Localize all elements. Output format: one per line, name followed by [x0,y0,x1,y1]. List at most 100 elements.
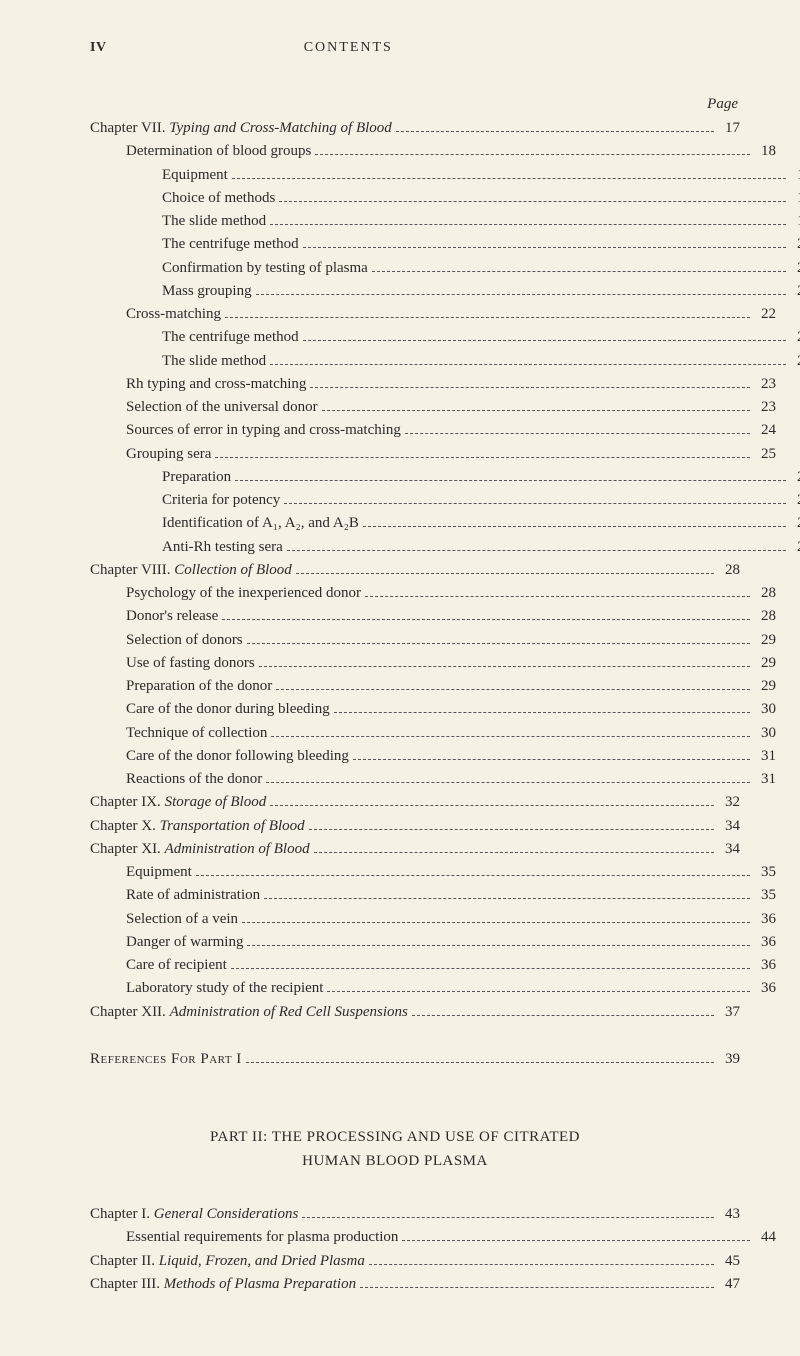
toc-row: Donor's release28 [90,605,776,628]
toc-chapter-prefix: Chapter XII. [90,1004,170,1020]
toc-row: The slide method18 [90,210,800,233]
toc-label: Care of the donor during bleeding [126,698,330,721]
toc-page-number: 22 [790,350,800,373]
toc-row: Chapter III. Methods of Plasma Preparati… [90,1273,740,1296]
toc-row: Selection of the universal donor23 [90,396,776,419]
toc-leader [412,1004,714,1016]
toc-leader [405,423,750,435]
toc-row: Identification of A₁, A₂, and A₂B27 [90,512,800,535]
toc-leader [235,469,786,481]
toc-row: Criteria for potency 26 [90,489,800,512]
toc-row: Equipment 18 [90,164,800,187]
toc-label: Choice of methods [162,187,275,210]
toc-page-number: 34 [718,838,740,861]
toc-leader [369,1253,714,1265]
toc-page-number: 25 [754,443,776,466]
toc-row: Mass grouping21 [90,280,800,303]
toc-chapter-prefix: Chapter VII. [90,120,169,136]
toc-leader [256,283,786,295]
toc-label: Equipment [162,164,228,187]
toc-page-number: 36 [754,908,776,931]
toc-row: Chapter I. General Considerations43 [90,1203,740,1226]
toc-page-number: 22 [754,303,776,326]
toc-label: Chapter X. Transportation of Blood [90,815,305,838]
toc-row: Psychology of the inexperienced donor28 [90,582,776,605]
toc-page-number: 37 [718,1001,740,1024]
toc-page-number: 26 [790,489,800,512]
toc-label: Chapter II. Liquid, Frozen, and Dried Pl… [90,1250,365,1273]
toc-row: Grouping sera 25 [90,443,776,466]
toc-chapter-prefix: Chapter XI. [90,841,165,857]
toc-page-number: 28 [754,605,776,628]
toc-label: Selection of a vein [126,908,238,931]
toc-label: Chapter XII. Administration of Red Cell … [90,1001,408,1024]
toc-leader [242,911,750,923]
toc-row: Reactions of the donor31 [90,768,776,791]
toc-page-number: 36 [754,977,776,1000]
toc-page-number: 23 [754,396,776,419]
toc-leader [270,353,786,365]
toc-row: Danger of warming36 [90,931,776,954]
toc-label: Use of fasting donors [126,652,255,675]
toc-leader [225,307,750,319]
toc-page-number: 24 [754,419,776,442]
toc-label: Care of the donor following bleeding [126,745,349,768]
toc-page-number: 20 [790,257,800,280]
toc-page-number: 17 [718,117,740,140]
toc-leader [271,725,750,737]
toc-row: Care of the donor during bleeding 30 [90,698,776,721]
toc-page-number: 35 [754,884,776,907]
toc-leader [372,260,786,272]
toc-leader [264,888,750,900]
toc-chapter-title: Collection of Blood [174,562,292,578]
toc-leader [303,237,786,249]
toc-page-number: 47 [718,1273,740,1296]
toc-label: Criteria for potency [162,489,280,512]
toc-leader [266,772,750,784]
toc-label: Care of recipient [126,954,227,977]
toc-page-number: 31 [754,745,776,768]
toc-label: Cross-matching [126,303,221,326]
toc-label: Psychology of the inexperienced donor [126,582,361,605]
toc-label: Laboratory study of the recipient [126,977,323,1000]
toc-leader [215,446,750,458]
toc-label: Grouping sera [126,443,211,466]
toc-page-number: 18 [790,187,800,210]
toc-row: Selection of a vein 36 [90,908,776,931]
running-header: IV CONTENTS [90,40,740,56]
toc-label: Essential requirements for plasma produc… [126,1226,398,1249]
toc-row: Laboratory study of the recipient 36 [90,977,776,1000]
toc-row: Selection of donors29 [90,629,776,652]
toc-label: Preparation [162,466,231,489]
toc-label: Determination of blood groups [126,140,311,163]
toc-page-number: 36 [754,954,776,977]
toc-page-number: 18 [790,210,800,233]
toc-chapter-title: Administration of Red Cell Suspensions [170,1004,408,1020]
toc-leader [222,609,750,621]
toc-page-number: 30 [754,698,776,721]
toc-row: Chapter XI. Administration of Blood34 [90,838,740,861]
toc-chapter-prefix: Chapter I. [90,1206,154,1222]
toc-row: Sources of error in typing and cross-mat… [90,419,776,442]
toc-row: Care of the donor following bleeding 31 [90,745,776,768]
toc-label: Equipment [126,861,192,884]
toc-row: Care of recipient 36 [90,954,776,977]
toc-label: Anti-Rh testing sera [162,536,283,559]
toc-label: Identification of A₁, A₂, and A₂B [162,512,359,535]
toc-leader [363,516,786,528]
toc-page-number: 23 [754,373,776,396]
toc-chapter-title: Transportation of Blood [160,818,305,834]
toc-leader [365,586,750,598]
toc-leader [196,865,750,877]
toc-chapter-title: Liquid, Frozen, and Dried Plasma [159,1253,365,1269]
toc-leader [315,144,750,156]
toc-page-number: 25 [790,466,800,489]
toc-row: Rh typing and cross-matching23 [90,373,776,396]
toc-page-number: 18 [790,164,800,187]
toc-leader [334,702,750,714]
toc-leader [310,376,750,388]
toc-page-number: 21 [790,280,800,303]
page-number-top: IV [90,40,107,56]
toc-row: Anti-Rh testing sera28 [90,536,800,559]
toc-row: Preparation of the donor29 [90,675,776,698]
